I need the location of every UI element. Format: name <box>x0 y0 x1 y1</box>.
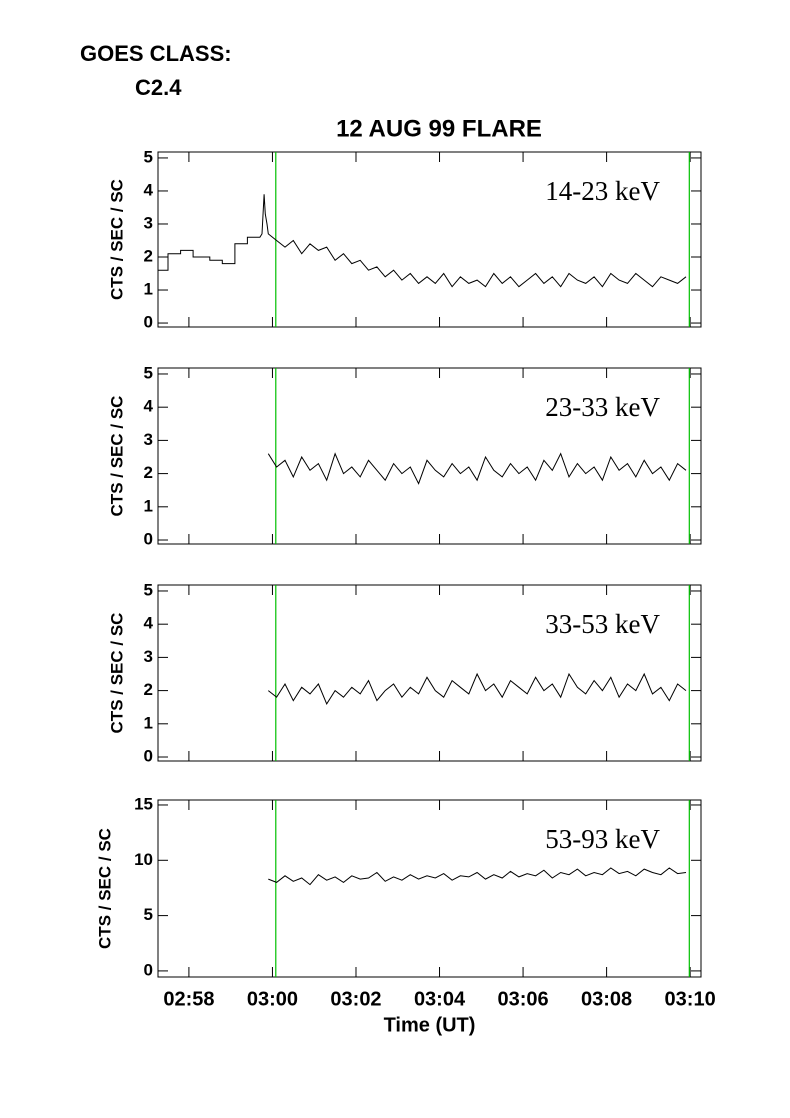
y-tick-label: 5 <box>144 147 153 166</box>
band-label: 14-23 keV <box>545 176 660 206</box>
y-tick-label: 0 <box>144 960 153 979</box>
y-tick-label: 0 <box>144 746 153 765</box>
data-line <box>158 194 687 288</box>
band-label: 23-33 keV <box>545 392 660 422</box>
data-line <box>267 452 687 485</box>
y-tick-label: 3 <box>144 647 153 666</box>
y-tick-label: 0 <box>144 529 153 548</box>
x-tick-label: 03:00 <box>247 988 298 1010</box>
chart-title: 12 AUG 99 FLARE <box>336 115 542 142</box>
y-tick-label: 5 <box>144 580 153 599</box>
x-tick-label: 03:04 <box>414 988 466 1010</box>
data-line <box>267 672 687 705</box>
panel-frame <box>157 584 702 762</box>
y-tick-label: 0 <box>144 313 153 332</box>
band-label: 53-93 keV <box>545 824 660 854</box>
y-tick-label: 4 <box>144 397 154 416</box>
y-tick-label: 15 <box>134 794 153 813</box>
x-tick-label: 02:58 <box>163 988 214 1010</box>
y-tick-label: 5 <box>144 363 153 382</box>
y-tick-label: 3 <box>144 430 153 449</box>
y-tick-label: 1 <box>144 496 153 515</box>
x-tick-label: 03:02 <box>330 988 381 1010</box>
panel-frame <box>157 799 702 978</box>
y-tick-label: 5 <box>144 905 153 924</box>
data-line <box>268 867 687 886</box>
y-axis-label: CTS / SEC / SC <box>107 179 126 300</box>
panel-frame <box>157 367 702 545</box>
y-tick-label: 10 <box>134 850 153 869</box>
x-tick-label: 03:06 <box>497 988 548 1010</box>
x-axis-label: Time (UT) <box>384 1014 476 1036</box>
band-label: 33-53 keV <box>545 609 660 639</box>
y-tick-label: 2 <box>144 246 153 265</box>
y-tick-label: 1 <box>144 713 153 732</box>
y-tick-label: 2 <box>144 463 153 482</box>
goes-label: GOES CLASS: <box>80 41 232 66</box>
y-tick-label: 4 <box>144 614 154 633</box>
y-tick-label: 1 <box>144 280 153 299</box>
y-axis-label: CTS / SEC / SC <box>107 613 126 734</box>
y-axis-label: CTS / SEC / SC <box>95 828 114 949</box>
y-tick-label: 3 <box>144 213 153 232</box>
y-tick-label: 2 <box>144 680 153 699</box>
y-axis-label: CTS / SEC / SC <box>107 396 126 517</box>
x-tick-label: 03:08 <box>581 988 632 1010</box>
panel-frame <box>157 151 702 328</box>
x-tick-label: 03:10 <box>665 988 716 1010</box>
y-tick-label: 4 <box>144 180 154 199</box>
goes-class: C2.4 <box>135 75 182 100</box>
